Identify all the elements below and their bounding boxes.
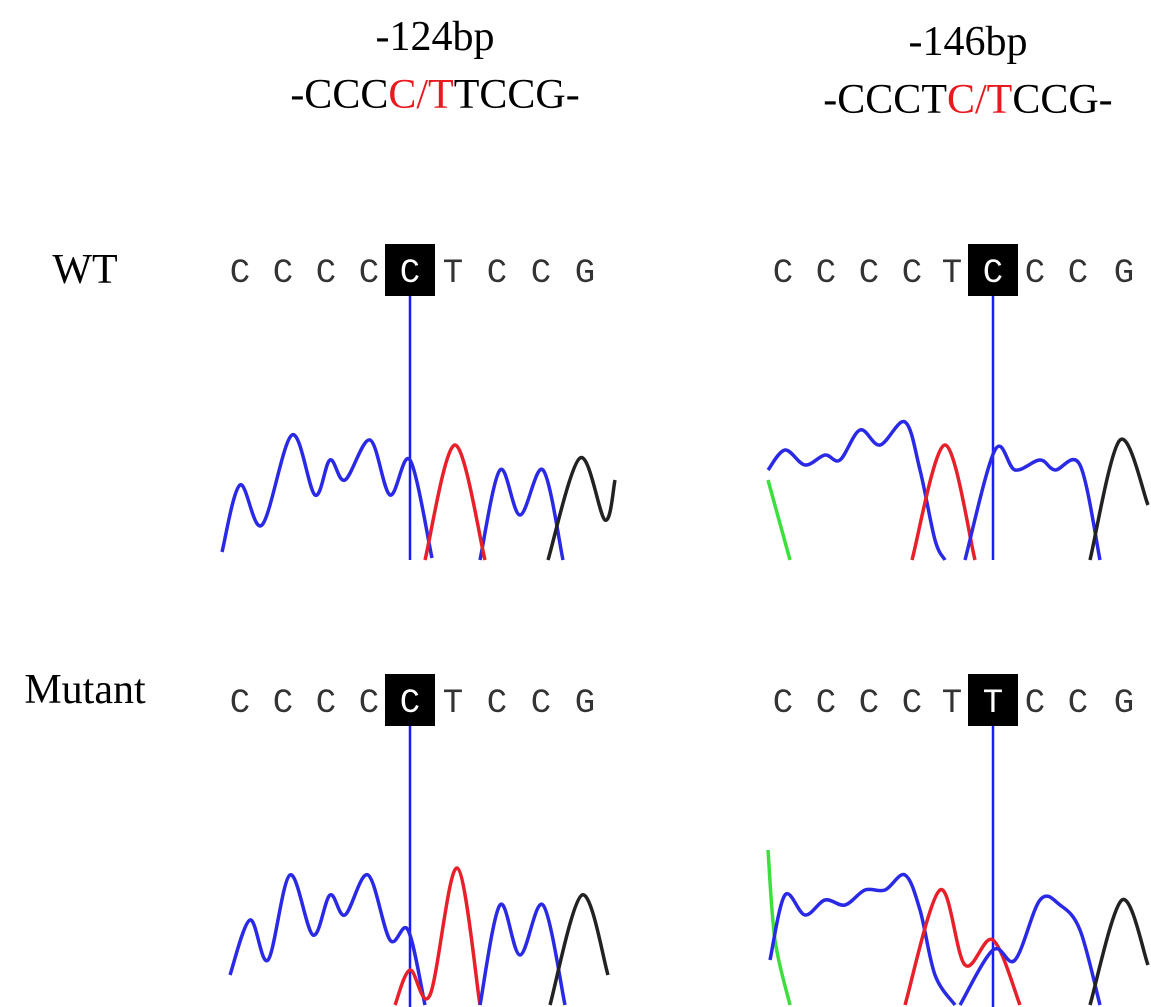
row-label: WT	[52, 247, 117, 293]
base-call: C	[400, 255, 420, 293]
base-call: C	[902, 255, 922, 293]
base-call: T	[983, 685, 1003, 723]
trace	[912, 445, 975, 560]
base-call: C	[316, 255, 336, 293]
base-call: C	[359, 685, 379, 723]
base-call: C	[487, 685, 507, 723]
base-call: C	[316, 685, 336, 723]
base-call: C	[773, 685, 793, 723]
base-call: C	[902, 685, 922, 723]
sequence-variant: C/T	[388, 72, 453, 118]
base-call: T	[443, 255, 463, 293]
column-sequence: -CCCC/TTCCG-	[290, 72, 579, 118]
trace	[905, 890, 1020, 1005]
base-call: C	[983, 255, 1003, 293]
base-call: T	[942, 685, 962, 723]
trace	[768, 480, 790, 560]
sequence-part: CCG-	[1012, 77, 1112, 123]
trace	[395, 868, 480, 1005]
base-call: T	[942, 255, 962, 293]
base-call: C	[230, 685, 250, 723]
sequence-part: TCCG-	[454, 72, 580, 118]
base-call: G	[1114, 255, 1134, 293]
base-call: C	[1025, 255, 1045, 293]
base-call: C	[859, 255, 879, 293]
base-call: C	[531, 255, 551, 293]
base-call: C	[400, 685, 420, 723]
base-call: C	[487, 255, 507, 293]
base-call: G	[575, 255, 595, 293]
trace	[768, 850, 790, 1005]
row-label: Mutant	[24, 667, 146, 713]
base-call: G	[575, 685, 595, 723]
trace	[550, 895, 608, 1005]
sequence-part: -CCCT	[823, 77, 947, 123]
base-call: T	[443, 685, 463, 723]
base-call: C	[816, 255, 836, 293]
sequence-variant: C/T	[947, 77, 1012, 123]
column-position: -146bp	[909, 19, 1028, 65]
base-call: C	[859, 685, 879, 723]
base-call: C	[1025, 685, 1045, 723]
base-call: C	[1068, 685, 1088, 723]
trace	[965, 446, 1100, 560]
trace	[770, 875, 955, 1005]
base-call: C	[273, 255, 293, 293]
sequence-part: -CCC	[290, 72, 388, 118]
trace	[425, 445, 485, 560]
trace	[1090, 439, 1148, 560]
column-sequence: -CCCTC/TCCG-	[823, 77, 1112, 123]
trace	[548, 458, 615, 560]
column-position: -124bp	[376, 14, 495, 60]
base-call: C	[273, 685, 293, 723]
trace	[222, 435, 432, 558]
figure: -124bp -CCCC/TTCCG- -146bp -CCCTC/TCCG- …	[0, 0, 1151, 1007]
trace	[230, 875, 425, 1005]
base-call: C	[1068, 255, 1088, 293]
base-call: C	[531, 685, 551, 723]
base-call: C	[816, 685, 836, 723]
trace	[1090, 899, 1148, 1005]
base-call: G	[1114, 685, 1134, 723]
base-call: C	[773, 255, 793, 293]
base-call: C	[359, 255, 379, 293]
base-call: C	[230, 255, 250, 293]
